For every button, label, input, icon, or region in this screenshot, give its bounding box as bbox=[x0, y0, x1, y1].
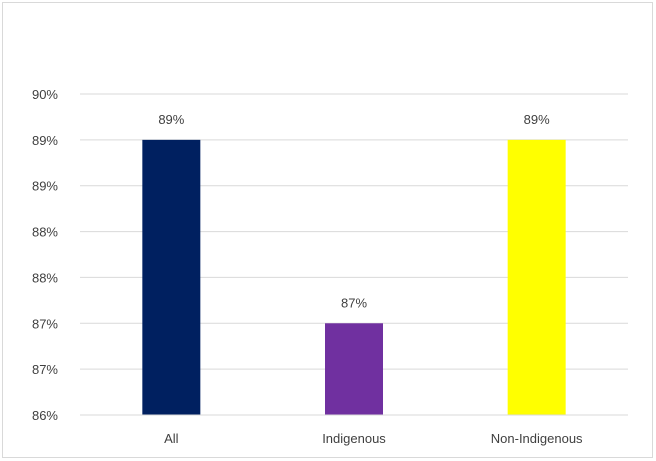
x-tick-label: All bbox=[164, 431, 179, 446]
y-tick-label: 87% bbox=[32, 316, 58, 331]
y-tick-label: 89% bbox=[32, 133, 58, 148]
x-axis-tick-labels: All Indigenous Non-Indigenous bbox=[164, 431, 583, 446]
bars bbox=[142, 139, 566, 415]
y-tick-label: 88% bbox=[32, 270, 58, 285]
data-label: 89% bbox=[524, 112, 550, 127]
y-tick-label: 88% bbox=[32, 225, 58, 240]
y-axis-tick-labels: 86% 87% 87% 88% 88% 89% 89% 90% bbox=[32, 87, 58, 423]
y-tick-label: 86% bbox=[32, 408, 58, 423]
data-label: 89% bbox=[158, 112, 184, 127]
data-labels: 89% 87% 89% bbox=[158, 112, 550, 310]
y-tick-label: 87% bbox=[32, 362, 58, 377]
y-tick-label: 90% bbox=[32, 87, 58, 102]
y-tick-label: 89% bbox=[32, 179, 58, 194]
x-tick-label: Indigenous bbox=[322, 431, 386, 446]
data-label: 87% bbox=[341, 295, 367, 310]
bar-all bbox=[142, 139, 201, 415]
bar-non-indigenous bbox=[507, 139, 566, 415]
bar-indigenous bbox=[325, 323, 383, 415]
x-tick-label: Non-Indigenous bbox=[491, 431, 583, 446]
